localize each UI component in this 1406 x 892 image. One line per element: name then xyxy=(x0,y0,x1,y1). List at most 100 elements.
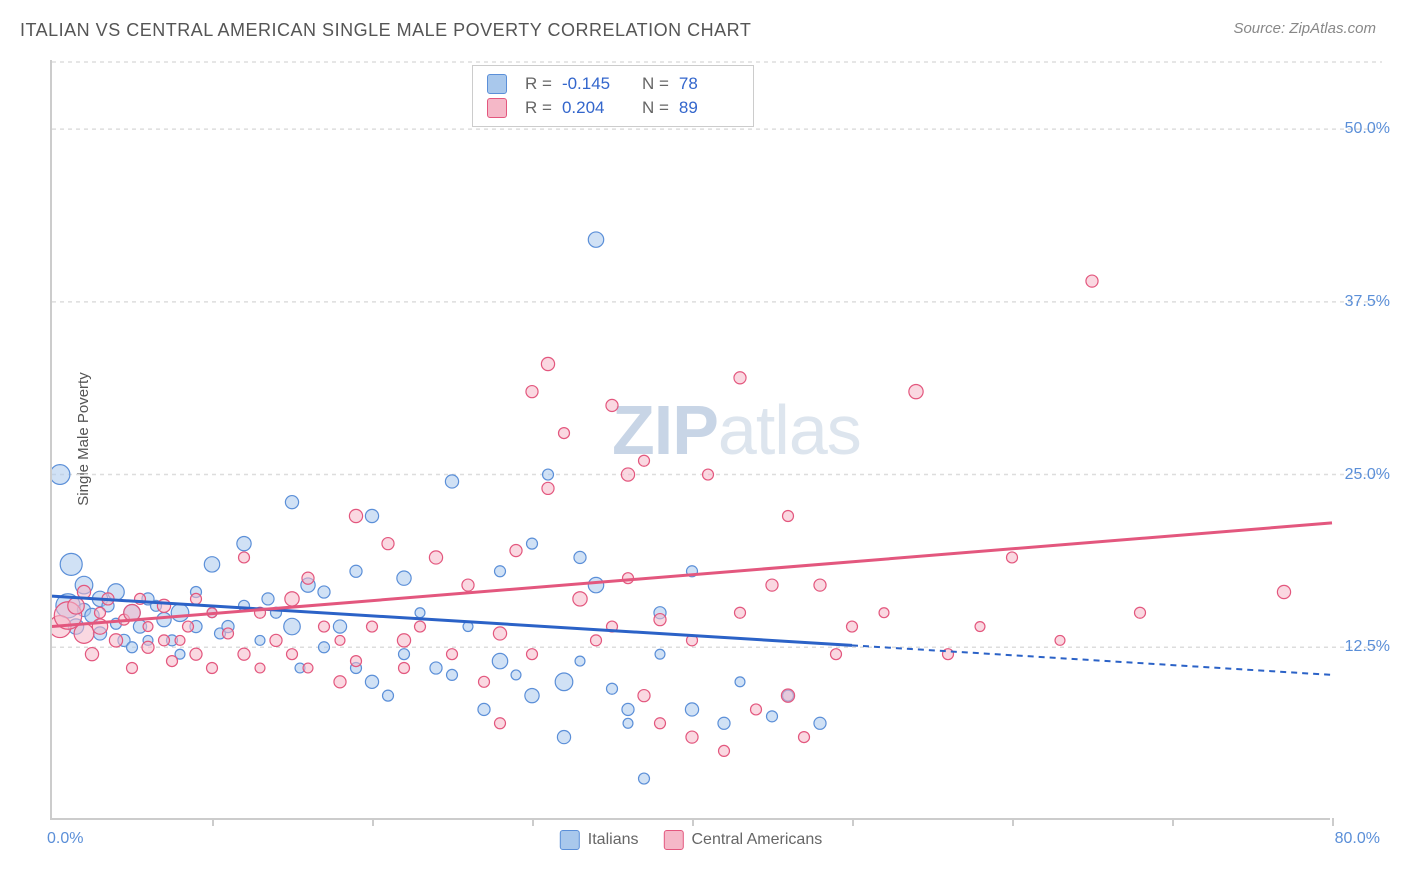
data-point xyxy=(654,614,666,626)
data-point xyxy=(415,621,426,632)
data-point xyxy=(814,717,826,729)
data-point xyxy=(303,663,313,673)
data-point xyxy=(767,711,778,722)
data-point xyxy=(799,732,810,743)
data-point xyxy=(478,703,490,715)
legend-swatch xyxy=(487,74,507,94)
data-point xyxy=(350,565,362,577)
data-point xyxy=(399,663,410,674)
data-point xyxy=(334,676,346,688)
data-point xyxy=(621,468,634,481)
y-tick-label: 12.5% xyxy=(1345,638,1390,656)
data-point xyxy=(85,648,98,661)
data-point xyxy=(171,604,189,622)
data-point xyxy=(204,557,219,572)
data-point xyxy=(975,622,985,632)
data-point xyxy=(879,608,889,618)
data-point xyxy=(847,621,858,632)
data-point xyxy=(285,496,298,509)
data-point xyxy=(333,620,346,633)
data-point xyxy=(638,690,650,702)
data-point xyxy=(127,663,138,674)
x-tick xyxy=(1172,818,1174,826)
legend-row: R =0.204N =89 xyxy=(487,96,739,120)
data-point xyxy=(255,635,265,645)
legend-swatch xyxy=(487,98,507,118)
series-legend: ItaliansCentral Americans xyxy=(560,830,822,850)
data-point xyxy=(429,551,442,564)
data-point xyxy=(510,544,522,556)
data-point xyxy=(52,465,70,485)
n-value: 89 xyxy=(679,98,739,118)
data-point xyxy=(909,384,923,398)
data-point xyxy=(239,552,250,563)
chart-container: Single Male Poverty ZIPatlas 12.5%25.0%3… xyxy=(50,60,1380,820)
data-point xyxy=(1277,585,1290,598)
data-point xyxy=(1055,635,1065,645)
r-label: R = xyxy=(525,98,552,118)
x-tick xyxy=(1332,818,1334,826)
data-point xyxy=(591,635,602,646)
data-point xyxy=(237,536,251,550)
data-point xyxy=(157,612,171,626)
data-point xyxy=(319,642,330,653)
data-point xyxy=(383,690,394,701)
r-value: 0.204 xyxy=(562,98,622,118)
scatter-svg xyxy=(52,60,1382,820)
data-point xyxy=(639,773,650,784)
y-tick-label: 37.5% xyxy=(1345,293,1390,311)
data-point xyxy=(285,592,299,606)
data-point xyxy=(814,579,826,591)
data-point xyxy=(526,386,538,398)
data-point xyxy=(68,598,85,615)
x-tick xyxy=(212,818,214,826)
data-point xyxy=(783,511,794,522)
data-point xyxy=(191,593,202,604)
data-point xyxy=(167,656,178,667)
data-point xyxy=(430,662,442,674)
data-point xyxy=(479,676,490,687)
data-point xyxy=(734,372,746,384)
data-point xyxy=(175,635,185,645)
data-point xyxy=(622,703,634,715)
data-point xyxy=(127,642,138,653)
data-point xyxy=(190,648,202,660)
data-point xyxy=(559,428,570,439)
data-point xyxy=(1086,275,1098,287)
x-axis-max-label: 80.0% xyxy=(1335,830,1380,848)
data-point xyxy=(685,703,698,716)
data-point xyxy=(735,607,746,618)
data-point xyxy=(719,745,730,756)
y-tick-label: 50.0% xyxy=(1345,120,1390,138)
data-point xyxy=(270,634,282,646)
data-point xyxy=(623,718,633,728)
chart-source: Source: ZipAtlas.com xyxy=(1233,20,1376,37)
data-point xyxy=(574,551,586,563)
data-point xyxy=(142,641,154,653)
data-point xyxy=(703,469,714,480)
data-point xyxy=(238,648,250,660)
data-point xyxy=(607,683,618,694)
chart-title: ITALIAN VS CENTRAL AMERICAN SINGLE MALE … xyxy=(20,20,751,41)
data-point xyxy=(735,677,745,687)
data-point xyxy=(511,670,521,680)
legend-swatch xyxy=(663,830,683,850)
data-point xyxy=(109,634,122,647)
trend-line-extrapolated xyxy=(852,645,1332,675)
data-point xyxy=(319,621,330,632)
data-point xyxy=(462,579,474,591)
legend-label: Italians xyxy=(588,831,639,848)
x-axis-min-label: 0.0% xyxy=(47,830,83,848)
data-point xyxy=(74,624,94,644)
data-point xyxy=(751,704,762,715)
x-tick xyxy=(1012,818,1014,826)
data-point xyxy=(639,455,650,466)
data-point xyxy=(349,509,362,522)
data-point xyxy=(445,475,458,488)
data-point xyxy=(718,717,730,729)
data-point xyxy=(447,649,458,660)
plot-area: Single Male Poverty ZIPatlas 12.5%25.0%3… xyxy=(50,60,1330,820)
x-tick xyxy=(852,818,854,826)
data-point xyxy=(60,553,82,575)
legend-row: R =-0.145N =78 xyxy=(487,72,739,96)
